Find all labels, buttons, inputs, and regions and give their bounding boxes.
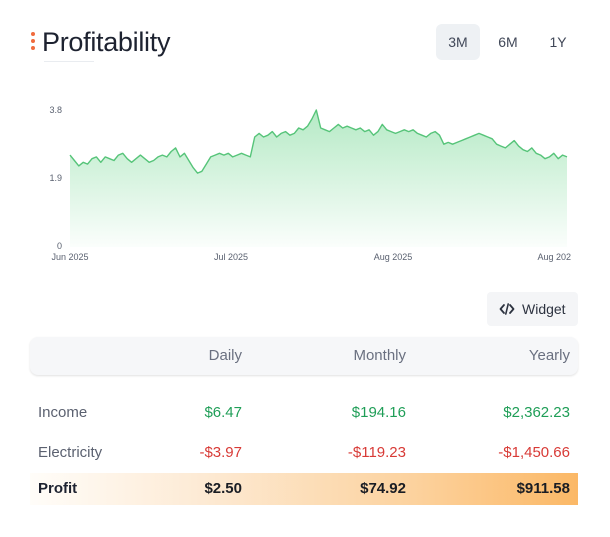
profit-yearly-value: $911.58: [516, 480, 570, 497]
column-header-daily: Daily: [208, 347, 242, 364]
header: Profitability 3M 6M 1Y: [30, 24, 580, 64]
x-tick-label: Aug 202: [537, 252, 571, 262]
table-row-electricity: Electricity -$3.97 -$119.23 -$1,450.66: [30, 437, 578, 469]
title-divider: [44, 61, 94, 62]
chart-series-line: [69, 109, 568, 174]
column-header-monthly: Monthly: [353, 347, 406, 364]
tab-6m[interactable]: 6M: [498, 34, 518, 50]
y-tick-label: 0: [57, 241, 62, 251]
profitability-area-chart[interactable]: 3.8 1.9 0 Jun 2025 Jul 2025 Aug 2025 Aug…: [0, 90, 610, 270]
vertical-dots-icon[interactable]: [30, 32, 36, 52]
column-header-yearly: Yearly: [528, 347, 570, 364]
range-tabs: 3M 6M 1Y: [436, 24, 580, 60]
row-label: Profit: [38, 480, 78, 497]
table-header: Daily Monthly Yearly: [30, 337, 578, 375]
table-row-income: Income $6.47 $194.16 $2,362.23: [30, 397, 578, 429]
row-label: Income: [38, 404, 88, 421]
tab-3m[interactable]: 3M: [436, 24, 480, 60]
widget-button-label: Widget: [522, 301, 566, 317]
x-tick-label: Jun 2025: [51, 252, 88, 262]
income-yearly-value: $2,362.23: [503, 404, 570, 421]
tab-1y[interactable]: 1Y: [549, 34, 567, 50]
page-title: Profitability: [42, 27, 171, 57]
widget-button[interactable]: Widget: [487, 292, 578, 326]
income-monthly-value: $194.16: [351, 404, 406, 421]
chart-area-fill: [70, 110, 567, 247]
income-daily-value: $6.47: [204, 404, 242, 421]
x-tick-label: Aug 2025: [374, 252, 413, 262]
electricity-daily-value: -$3.97: [199, 444, 242, 461]
electricity-yearly-value: -$1,450.66: [498, 444, 570, 461]
table-row-profit: Profit $2.50 $74.92 $911.58: [30, 473, 578, 505]
x-tick-label: Jul 2025: [214, 252, 248, 262]
row-label: Electricity: [38, 444, 103, 461]
profit-monthly-value: $74.92: [360, 480, 406, 497]
electricity-monthly-value: -$119.23: [347, 444, 406, 461]
profit-daily-value: $2.50: [204, 480, 242, 497]
y-tick-label: 3.8: [49, 105, 62, 115]
code-icon: [499, 303, 515, 315]
y-tick-label: 1.9: [49, 173, 62, 183]
